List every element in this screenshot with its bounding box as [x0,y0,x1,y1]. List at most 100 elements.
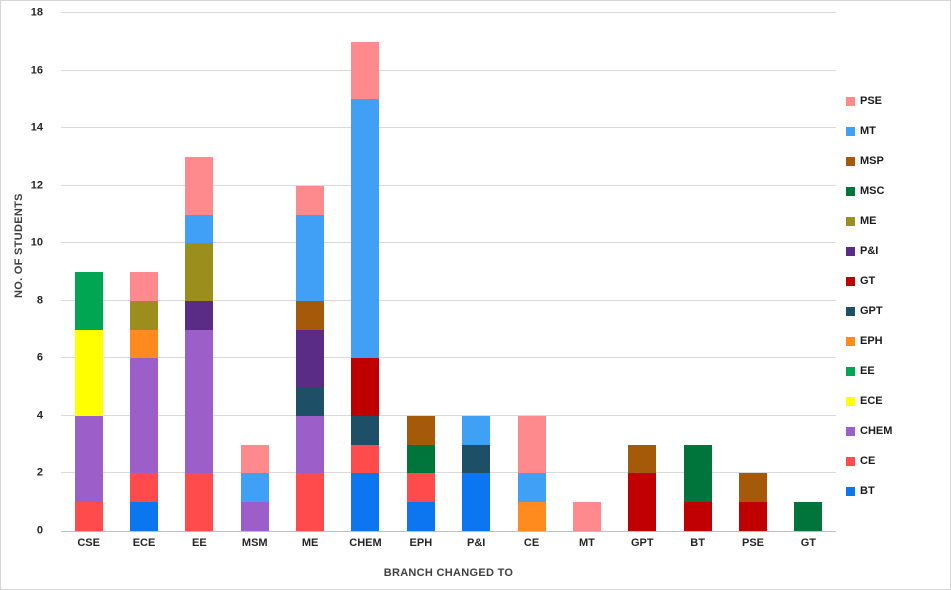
gridline [61,472,836,474]
legend-label: PSE [860,94,883,107]
y-tick-label: 14 [30,121,43,134]
legend-color-swatch [846,426,855,436]
bar-segment-bt [406,502,435,531]
legend-color-swatch [846,126,855,136]
legend-label: EE [860,364,875,377]
bar-slot-msm [227,13,282,531]
legend-label: MSC [860,184,885,197]
legend-item-msc: MSC [846,185,892,197]
legend-color-swatch [846,456,855,466]
bar-slot-ce [504,13,559,531]
legend-label: P&I [860,244,879,257]
legend-item-ee: EE [846,365,892,377]
x-tick-label: CE [523,537,540,549]
bar-segment-gt [738,502,767,531]
legend-label: ME [860,214,877,227]
gridline [61,357,836,359]
legend-item-gpt: GPT [846,305,892,317]
bar-segment-msp [296,300,325,330]
y-tick-label: 0 [36,524,43,537]
legend-item-ce: CE [846,455,892,467]
gridline [61,127,836,129]
bar-segment-pse [517,415,546,474]
x-tick-label: BT [690,537,705,549]
y-tick-label: 16 [30,64,43,77]
bar-segment-ce [296,473,325,531]
bars-layer [61,13,836,531]
bar-segment-ce [185,473,214,531]
gridline [61,299,836,301]
y-axis-tick-labels: 0 2 4 6 8 10 12 14 16 18 [1,7,51,536]
bar-slot-pi [449,13,504,531]
bar-segment-bt [130,502,159,531]
x-tick-label: PSE [741,537,764,549]
bar-segment-chem [130,358,159,474]
legend-color-swatch [846,306,855,316]
bar-segment-pse [351,41,380,100]
bar-segment-msc [794,502,823,531]
bar-segment-ce [74,502,103,531]
y-tick-label: 6 [36,351,43,364]
gridline [61,242,836,244]
legend-item-me: ME [846,215,892,227]
bar-slot-cse [61,13,116,531]
x-tick-label: ECE [132,537,156,549]
bar-segment-mt [240,473,269,503]
legend-item-pi: P&I [846,245,892,257]
bar-segment-mt [296,214,325,301]
bar-segment-mt [351,99,380,359]
bar-segment-msp [738,473,767,503]
bar-stack [517,13,546,531]
y-tick-label: 12 [30,179,43,192]
bar-slot-me [282,13,337,531]
bar-slot-gpt [615,13,670,531]
bar-segment-chem [74,415,103,503]
legend-color-swatch [846,216,855,226]
x-tick-label: P&I [467,537,486,549]
x-tick-label: CSE [77,537,100,549]
legend-color-swatch [846,96,855,106]
y-tick-label: 8 [36,294,43,307]
bar-stack [683,13,712,531]
legend-item-ece: ECE [846,395,892,407]
legend-color-swatch [846,396,855,406]
legend-item-bt: BT [846,485,892,497]
bar-segment-chem [296,415,325,474]
bar-segment-eph [130,329,159,359]
x-tick-label: GT [800,537,816,549]
legend-item-pse: PSE [846,95,892,107]
bar-stack [296,13,325,531]
bar-segment-bt [351,473,380,531]
bar-segment-pse [296,185,325,215]
legend-item-chem: CHEM [846,425,892,437]
x-tick-label: EPH [409,537,433,549]
bar-segment-bt [462,473,491,531]
bar-segment-pse [240,444,269,474]
y-tick-label: 2 [36,466,43,479]
legend-item-msp: MSP [846,155,892,167]
bar-segment-pse [130,272,159,301]
x-tick-label: ME [301,537,319,549]
legend-color-swatch [846,186,855,196]
bar-stack [406,13,435,531]
bar-segment-pi [185,300,214,330]
legend-color-swatch [846,276,855,286]
bar-segment-ece [74,329,103,416]
bar-stack [130,13,159,531]
bar-segment-gt [683,502,712,531]
bar-stack [462,13,491,531]
x-tick-label: MSM [241,537,268,549]
bar-segment-msc [683,444,712,503]
bar-slot-bt [670,13,725,531]
bar-stack [738,13,767,531]
bar-slot-gt [781,13,836,531]
bar-segment-ce [130,473,159,503]
bar-stack [74,13,103,531]
bar-segment-pse [185,156,214,215]
bar-segment-gt [628,473,657,531]
bar-stack [185,13,214,531]
bar-segment-ee [74,272,103,330]
bar-segment-gpt [296,387,325,416]
legend-label: BT [860,484,875,497]
